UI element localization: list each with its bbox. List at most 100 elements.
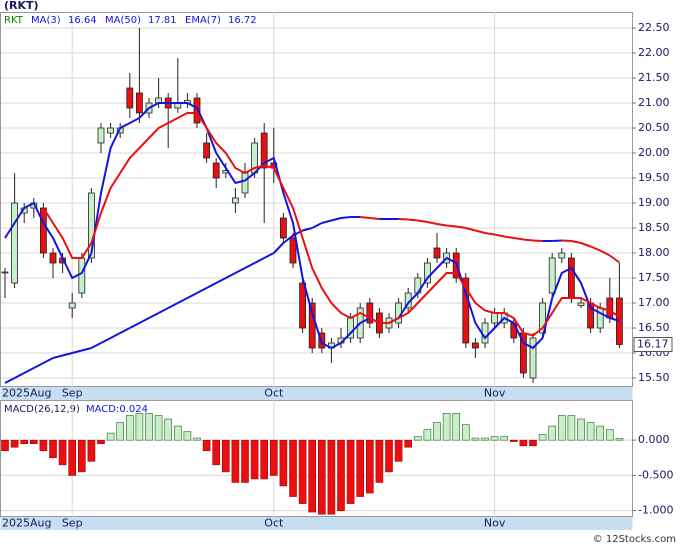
ma-line-segment [81,347,92,352]
macd-bar [269,439,278,476]
macd-bar [423,429,432,441]
x-tick-label: Nov [484,387,506,400]
ma-line-segment [14,372,25,379]
legend-value: 16.72 [228,15,257,26]
x-tick-label: Sep [62,387,83,400]
candle-body [11,202,19,284]
ma-line-segment [436,223,447,227]
macd-bar [365,439,374,494]
candle-body [577,302,585,306]
y-tick-label: 15.50 [638,371,670,384]
macd-bar [538,434,547,441]
ma-line-segment [360,216,370,219]
ma-line-segment [369,217,380,220]
ma-line-segment [590,245,601,252]
ma-line-segment [225,272,236,279]
macd-bar [394,439,403,462]
macd-bar [135,413,144,441]
y-tick-label: 0.000 [638,433,670,446]
ma-line-segment [273,242,285,254]
macd-bar [183,431,192,441]
ma-line-segment [446,224,457,228]
ma-line-segment [167,302,179,309]
ma-line [42,112,620,337]
x-tick-label: Oct [264,517,284,530]
candle-body [548,257,556,294]
ma-line-segment [571,240,582,244]
macd-bar [519,439,528,447]
ma-line-segment [52,354,63,359]
date-band [0,387,633,400]
candle-body [1,271,9,274]
legend-symbol: RKT [4,15,24,26]
ma-line-segment [62,352,73,357]
candle-body [423,262,431,284]
macd-bar [615,438,624,441]
candle-body [107,127,114,134]
macd-bar [605,429,614,441]
ma-line-segment [484,232,495,236]
macd-bar [442,413,451,441]
ma-line-segment [71,349,83,354]
macd-bar [452,413,461,441]
ma-line-segment [456,225,466,229]
macd-bar [193,437,201,441]
candle-body [471,342,479,349]
macd-bar [298,439,307,504]
ma-line-segment [504,235,514,239]
macd-bar [481,437,489,441]
chart-title: (RKT) [4,0,39,12]
macd-bar [202,439,211,452]
x-tick-label: 2025Aug [2,517,51,530]
date-band [0,517,633,530]
ma-line-segment [609,254,620,264]
ma-line-segment [302,227,313,232]
y-tick-label: 18.00 [638,246,670,259]
price-panel [0,12,633,387]
legend-name: EMA(7) [185,15,221,26]
ma-line-segment [417,219,428,223]
macd-bar [1,439,9,452]
ma-line-segment [254,257,265,264]
y-tick-label: 20.00 [638,146,670,159]
macd-bar [356,439,365,497]
y-tick-label: 17.50 [638,271,670,284]
ma-line-segment [33,362,44,369]
macd-bar [87,439,96,462]
macd-bar [500,436,509,441]
macd-bar [509,439,518,442]
ma-line [4,102,620,350]
ma-line-segment [561,239,572,242]
macd-bar [97,439,105,444]
legend-value: 16.64 [68,15,97,26]
ma-line-segment [119,327,131,334]
ma-line-segment [186,292,198,299]
y-tick-label: 21.50 [638,71,670,84]
macd-bar [20,439,29,444]
candle-body [203,142,211,159]
ma-line-segment [148,312,160,319]
macd-bar [327,439,336,515]
ma-line-segment [408,218,418,222]
candle-body [433,247,441,259]
ma-line-segment [340,216,351,219]
macd-bar [116,422,124,441]
candle-body [97,127,105,144]
ma-line-segment [532,239,543,242]
ma-line-segment [523,238,534,242]
ma-line-segment [311,222,323,229]
macd-bar [385,439,393,473]
last-price-box [633,337,673,352]
ma-line-segment [234,267,246,274]
macd-bar [433,422,441,441]
x-tick-label: Oct [264,387,284,400]
ma-line-segment [138,317,150,324]
ma-line-segment [552,239,562,242]
macd-bar [577,418,585,441]
ma-line-segment [206,282,217,289]
macd-bar [586,422,595,441]
macd-panel [0,400,633,517]
candle-body [40,207,47,254]
macd-title: MACD(26,12,9) [4,404,80,415]
y-tick-label: -0.500 [638,468,673,481]
